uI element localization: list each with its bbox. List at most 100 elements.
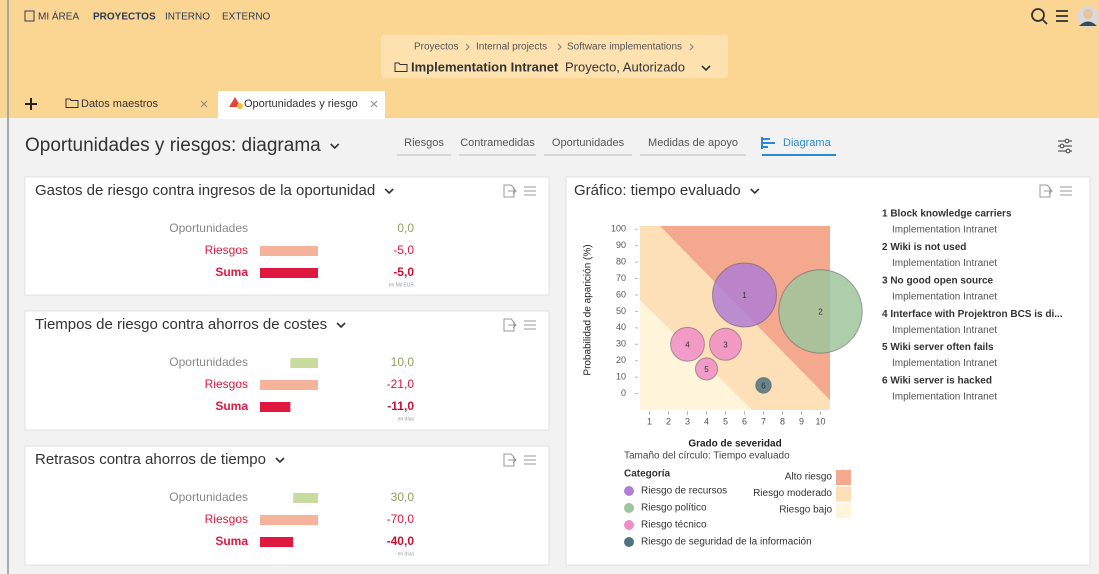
value-label: -70,0 (387, 512, 415, 526)
bar (260, 380, 318, 390)
value-label: -5,0 (393, 243, 414, 257)
avatar[interactable] (1077, 6, 1099, 28)
value-label: -11,0 (387, 399, 414, 413)
y-tick-label: 40 (616, 322, 626, 332)
bar (290, 358, 318, 368)
risk-title[interactable]: 3 No good open source (882, 275, 994, 286)
nav-item[interactable]: MI ÁREA (38, 10, 79, 23)
value-label: 10,0 (391, 355, 415, 369)
bar (260, 268, 318, 278)
settings-icon[interactable] (1058, 139, 1072, 153)
breadcrumb-item[interactable]: Internal projects (476, 42, 547, 53)
zone-label: Alto riesgo (785, 472, 833, 483)
bar (260, 246, 318, 256)
bar (260, 537, 293, 547)
view-tab[interactable]: Diagrama (783, 137, 832, 149)
nav-item[interactable]: INTERNO (165, 12, 210, 23)
x-tick-label: 5 (723, 416, 728, 426)
x-tick-label: 1 (647, 416, 652, 426)
bubble-label: 4 (685, 340, 690, 349)
row-label: Riesgos (205, 243, 248, 257)
zone-swatch (836, 487, 851, 502)
unit-label: en Mil EUR (389, 282, 415, 288)
value-label: 30,0 (391, 490, 415, 504)
risk-project: Implementation Intranet (892, 291, 997, 302)
breadcrumb-item[interactable]: Proyectos (414, 42, 458, 53)
legend-title: Categoría (624, 469, 671, 480)
y-tick-label: 70 (616, 273, 626, 283)
risk-icon-dot (237, 103, 243, 109)
zone-swatch (836, 503, 851, 518)
legend-label[interactable]: Riesgo técnico (641, 520, 707, 531)
legend-label[interactable]: Riesgo de seguridad de la información (641, 537, 812, 548)
bubble-label: 5 (704, 365, 709, 374)
nav-item[interactable]: EXTERNO (222, 12, 271, 23)
x-tick-label: 7 (761, 416, 766, 426)
y-tick-label: 90 (616, 240, 626, 250)
breadcrumb-item[interactable]: Software implementations (567, 42, 682, 53)
value-label: -40,0 (387, 534, 415, 548)
row-label: Riesgos (205, 512, 248, 526)
project-status: Proyecto, Autorizado (565, 59, 685, 74)
x-tick-label: 9 (799, 416, 804, 426)
risk-title[interactable]: 6 Wiki server is hacked (882, 376, 992, 387)
risk-project: Implementation Intranet (892, 358, 997, 369)
row-label: Oportunidades (169, 221, 248, 235)
bubble-label: 2 (818, 308, 823, 317)
unit-label: en días (398, 416, 415, 422)
legend-swatch (624, 503, 634, 513)
y-tick-label: 50 (616, 306, 626, 316)
bubble-label: 1 (742, 291, 747, 300)
row-label: Oportunidades (169, 355, 248, 369)
value-label: -21,0 (387, 377, 415, 391)
zone-label: Riesgo moderado (753, 488, 832, 499)
card-title: Gráfico: tiempo evaluado (574, 182, 741, 199)
x-tick-label: 2 (666, 416, 671, 426)
y-tick-label: 30 (616, 339, 626, 349)
bar (260, 402, 290, 412)
bubble-label: 3 (723, 340, 728, 349)
legend-label[interactable]: Riesgo político (641, 503, 707, 514)
project-name: Implementation Intranet (411, 59, 559, 74)
y-tick-label: 20 (616, 355, 626, 365)
row-label: Oportunidades (169, 490, 248, 504)
x-tick-label: 8 (780, 416, 785, 426)
card-title: Retrasos contra ahorros de tiempo (35, 451, 266, 468)
row-label: Riesgos (205, 377, 248, 391)
value-label: 0,0 (397, 221, 414, 235)
nav-item[interactable]: PROYECTOS (93, 12, 156, 23)
tab[interactable]: Oportunidades y riesgo (244, 98, 358, 110)
risk-project: Implementation Intranet (892, 325, 997, 336)
page: MI ÁREA PROYECTOS INTERNO EXTERNO Proyec… (0, 0, 1099, 574)
risk-title[interactable]: 1 Block knowledge carriers (882, 209, 1012, 220)
risk-project: Implementation Intranet (892, 225, 997, 236)
card-title: Gastos de riesgo contra ingresos de la o… (35, 182, 375, 199)
view-tab[interactable]: Oportunidades (552, 137, 625, 149)
legend-label[interactable]: Riesgo de recursos (641, 486, 727, 497)
view-tab[interactable]: Riesgos (404, 137, 444, 149)
zone-label: Riesgo bajo (779, 505, 832, 516)
size-note: Tamaño del círculo: Tiempo evaluado (624, 451, 790, 462)
zone-swatch (836, 470, 851, 485)
row-label: Suma (215, 399, 248, 413)
view-tab[interactable]: Medidas de apoyo (648, 137, 738, 149)
risk-title[interactable]: 2 Wiki is not used (882, 242, 966, 253)
x-tick-label: 3 (685, 416, 690, 426)
tab[interactable]: Datos maestros (81, 98, 159, 110)
x-tick-label: 10 (815, 416, 825, 426)
y-axis-title: Probabilidad de aparición (%) (583, 244, 594, 375)
risk-title[interactable]: 5 Wiki server often fails (882, 342, 994, 353)
view-tab[interactable]: Contramedidas (460, 137, 535, 149)
risk-project: Implementation Intranet (892, 258, 997, 269)
risk-project: Implementation Intranet (892, 392, 997, 403)
risk-title[interactable]: 4 Interface with Projektron BCS is di... (882, 309, 1063, 320)
y-tick-label: 10 (616, 372, 626, 382)
row-label: Suma (215, 534, 248, 548)
x-axis-title: Grado de severidad (688, 439, 781, 450)
y-tick-label: 0 (621, 388, 626, 398)
legend-swatch (624, 486, 634, 496)
bubble-label: 6 (761, 381, 766, 390)
y-tick-label: 60 (616, 289, 626, 299)
card-title: Tiempos de riesgo contra ahorros de cost… (35, 316, 327, 333)
x-tick-label: 6 (742, 416, 747, 426)
